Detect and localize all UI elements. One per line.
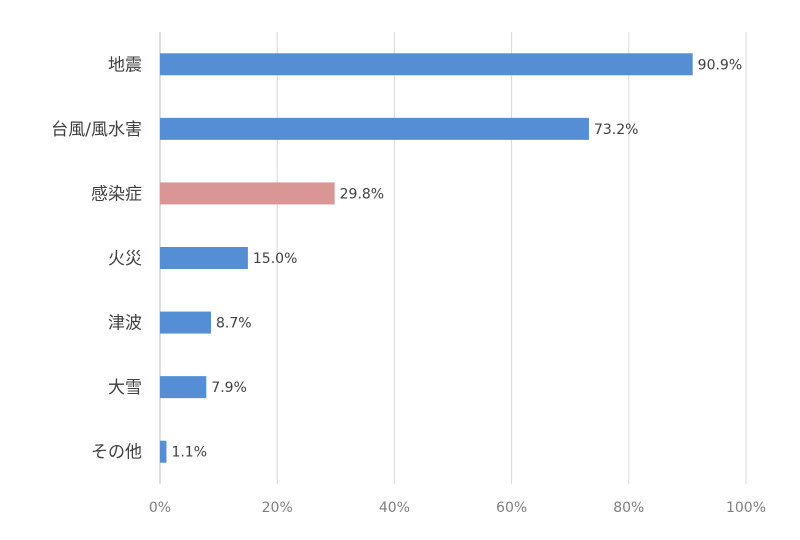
x-tick-label: 80% [613, 500, 644, 516]
data-label: 90.9% [698, 57, 742, 73]
data-label: 15.0% [253, 251, 297, 267]
bar [160, 311, 211, 334]
data-label: 29.8% [340, 186, 384, 202]
category-label: 津波 [108, 314, 142, 334]
category-label: 感染症 [91, 184, 142, 204]
bar [160, 117, 589, 140]
bar [160, 440, 167, 463]
bar [160, 182, 335, 205]
bar [160, 247, 248, 269]
data-label: 1.1% [171, 445, 207, 461]
bars [160, 53, 693, 463]
x-tick-label: 0% [149, 500, 171, 516]
category-label: 台風/風水害 [51, 120, 142, 140]
bar [160, 53, 693, 76]
category-label: 大雪 [108, 378, 142, 398]
data-label: 8.7% [216, 316, 252, 332]
bar [160, 376, 207, 399]
gridlines [159, 32, 747, 484]
x-tick-label: 40% [379, 500, 410, 516]
x-axis-tick-labels: 0% 20% 40% 60% 80% 100% [149, 500, 766, 516]
category-label: その他 [91, 443, 142, 463]
data-label: 73.2% [594, 122, 638, 138]
x-tick-label: 60% [496, 500, 527, 516]
value-labels: 90.9% 73.2% 29.8% 15.0% 8.7% 7.9% 1.1% [171, 57, 742, 460]
x-tick-label: 20% [262, 500, 293, 516]
category-label: 地震 [108, 55, 142, 75]
data-label: 7.9% [211, 380, 247, 396]
category-label: 火災 [108, 249, 142, 269]
x-tick-label: 100% [726, 500, 766, 516]
